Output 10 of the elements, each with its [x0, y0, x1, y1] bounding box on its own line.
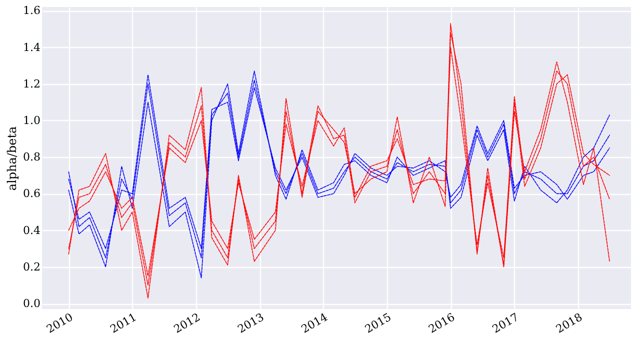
- y-tick-label: 0.0: [23, 297, 40, 310]
- y-axis-title: alpha/beta: [5, 126, 20, 191]
- y-tick-label: 0.4: [23, 224, 40, 237]
- y-tick-label: 1.2: [23, 77, 40, 90]
- y-tick-label: 0.6: [23, 187, 40, 200]
- y-tick-label: 1.4: [23, 40, 40, 54]
- y-tick-label: 1.6: [23, 4, 40, 18]
- y-tick-label: 0.8: [23, 150, 40, 164]
- y-tick-label: 0.2: [23, 260, 40, 274]
- y-tick-label: 1.0: [23, 114, 40, 127]
